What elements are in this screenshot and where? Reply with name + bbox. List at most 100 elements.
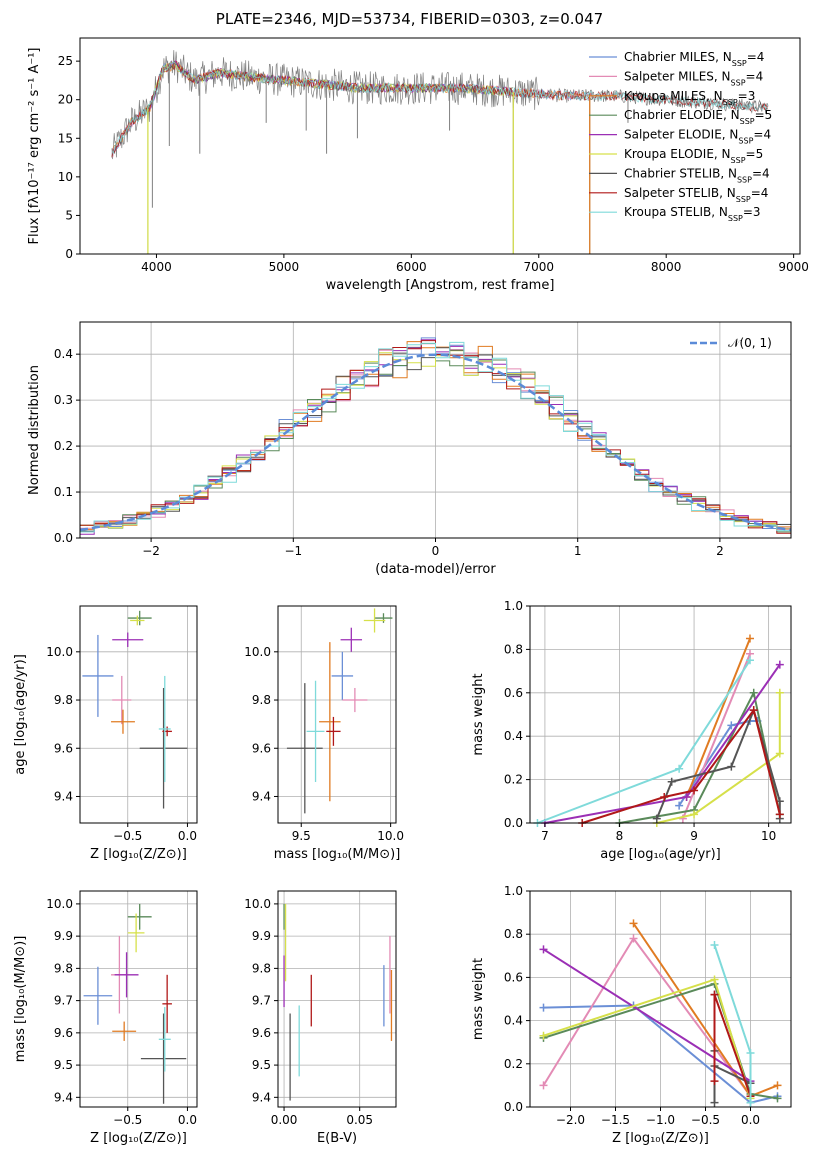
axes-frame [79,605,198,824]
y-tick-label: 5 [65,208,73,222]
y-axis-label: Flux [fλ10⁻¹⁷ erg cm⁻² s⁻¹ A⁻¹] [27,48,42,245]
mass-weight-marker [710,975,719,984]
mass-weight-marker [675,764,684,773]
x-tick-label: 1 [574,544,582,558]
errorbar-point [112,632,144,647]
axes-frame [79,890,198,1108]
panel-EBV-vs-mass: 0.00 0.05 9.4 9.5 9.6 9.7 9.8 9.9 10.0 E(B-V) [244,890,397,1146]
mass-weight-marker [682,792,691,801]
legend-label: Salpeter STELIB, NSSP=4 [624,186,768,204]
errorbar-point [139,687,188,809]
y-tick-label: 9.8 [252,693,271,707]
errorbar-point [319,642,341,802]
legend-label: Kroupa ELODIE, NSSP=5 [624,147,763,165]
x-tick-label: −1 [284,544,302,558]
mass-weight-marker [652,814,661,823]
mass-weight-marker [539,1003,548,1012]
y-tick-label: 0.3 [54,393,73,407]
x-tick-label: 8 [616,829,624,843]
mass-weight-marker [727,721,736,730]
mass-weight-marker [710,1077,719,1086]
mass-weight-line [542,948,752,1082]
mass-weight-marker [690,786,699,795]
x-tick-label: 7 [541,829,549,843]
y-tick-label: 25 [58,54,73,68]
errorbar-point [127,913,145,953]
mass-weight-marker [749,706,758,715]
errorbar-point [326,716,341,746]
mass-weight-marker [773,1081,782,1090]
mass-weight-marker [775,660,784,669]
errorbar-point [158,1007,171,1072]
x-tick-label: 0.0 [178,829,197,843]
mass-weight-marker [746,1098,755,1107]
errorbar-point [162,974,172,1033]
mass-weight-marker [775,688,784,697]
y-tick-label: 9.4 [54,1090,73,1104]
legend-label: Chabrier MILES, NSSP=4 [624,50,764,68]
y-tick-label: 0.4 [504,729,523,743]
x-tick-label: −0.5 [113,1113,142,1127]
y-tick-label: 9.7 [252,994,271,1008]
y-tick-label: 0.2 [504,1057,523,1071]
x-tick-label: 9000 [778,260,809,274]
errorbar-point [127,610,152,626]
mass-weight-line [543,1004,778,1104]
panel-residual-histogram: 𝒩(0, 1) −2 −1 0 1 2 0.0 0.1 0.2 0.3 0.4 (data-model… [27,321,792,577]
y-tick-label: 9.4 [252,789,271,803]
errorbar-point [112,675,132,725]
y-tick-label: 1.0 [504,599,523,613]
mass-weight-marker [727,762,736,771]
mass-weight-line [537,659,751,824]
x-axis-label: Z [log₁₀(Z/Z⊙)] [90,1131,187,1146]
x-axis-label: E(B-V) [317,1131,357,1146]
mass-weight-line [685,638,751,798]
x-tick-label: 0.00 [271,1113,298,1127]
x-tick-label: 0.0 [178,1113,197,1127]
x-tick-label: 2 [716,544,724,558]
legend-label: Kroupa MILES, NSSP=3 [624,89,755,107]
y-axis-label: mass weight [471,958,486,1040]
mass-weight-marker [745,634,754,643]
y-tick-label: 9.8 [252,961,271,975]
x-tick-label: 10 [761,829,776,843]
mass-weight-marker [660,792,669,801]
errorbar-point [306,680,325,783]
mass-weight-marker [710,941,719,949]
legend-label: Salpeter MILES, NSSP=4 [624,69,763,87]
mass-weight-line [543,978,752,1099]
x-axis-label: Z [log₁₀(Z/Z⊙)] [90,847,187,862]
mass-weight-marker [775,749,784,758]
y-axis-label: mass [log₁₀(M/M⊙)] [13,936,28,1063]
y-tick-label: 0.0 [54,531,73,545]
y-tick-label: 0.4 [54,347,73,361]
y-tick-label: 20 [58,93,73,107]
panel-Z-vs-age: −0.5 0.0 9.4 9.6 9.8 10.0 Z [log₁₀(Z/Z⊙)] age [… [13,605,198,862]
y-tick-label: 10.0 [46,645,73,659]
panel-age-vs-mass-weight: 7 8 9 10 0.0 0.2 0.4 0.6 0.8 1.0 age [log₁₀(age/yr… [471,599,792,862]
axes-frame [277,605,397,824]
y-tick-label: 0 [65,247,73,261]
y-tick-label: 15 [58,131,73,145]
errorbar-point [158,675,171,783]
x-tick-label: 9 [690,829,698,843]
x-axis-label: age [log₁₀(age/yr)] [600,847,721,862]
legend-label: Kroupa STELIB, NSSP=3 [624,205,761,223]
mass-weight-marker [629,919,638,928]
y-tick-label: 0.8 [504,927,523,941]
x-tick-label: 0.05 [346,1113,373,1127]
mass-weight-line [544,664,781,824]
mass-weight-marker [746,1049,755,1057]
x-tick-label: 7000 [523,260,554,274]
y-tick-label: 1.0 [504,884,523,898]
errorbar-point [342,687,368,713]
legend-label: Salpeter ELODIE, NSSP=4 [624,128,771,146]
y-tick-label: 9.7 [54,994,73,1008]
x-tick-label: 8000 [651,260,682,274]
legend-label: Chabrier ELODIE, NSSP=5 [624,108,772,126]
x-tick-label: 4000 [141,260,172,274]
errorbar-point [374,613,393,623]
y-tick-label: 0.8 [504,642,523,656]
